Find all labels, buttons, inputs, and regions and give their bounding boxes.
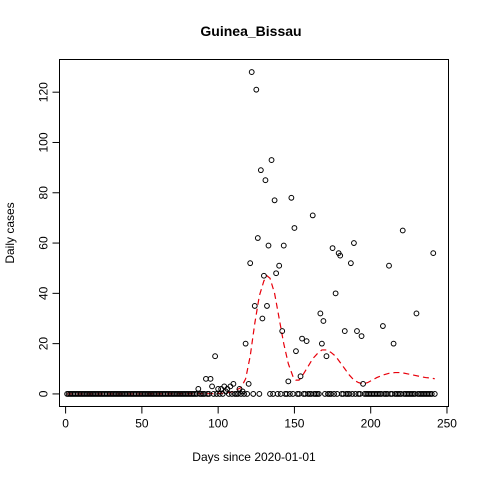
data-point xyxy=(251,303,258,309)
data-point xyxy=(283,391,290,397)
y-tick-label: 120 xyxy=(37,82,51,102)
data-point xyxy=(209,383,215,390)
data-point xyxy=(303,338,310,345)
x-axis-label: Days since 2020-01-01 xyxy=(192,450,316,464)
data-point xyxy=(259,315,266,322)
data-point xyxy=(346,391,353,397)
y-tick-label: 60 xyxy=(37,236,51,250)
data-point xyxy=(245,380,252,387)
y-axis: 0 20 40 60 80 100 120 xyxy=(37,82,60,397)
data-point xyxy=(329,245,336,251)
data-point xyxy=(271,197,278,204)
x-tick-label: 50 xyxy=(135,417,149,431)
data-point xyxy=(428,391,435,397)
data-point xyxy=(354,328,360,334)
data-point xyxy=(274,391,281,397)
data-point xyxy=(351,240,357,246)
data-point xyxy=(430,250,437,257)
data-point xyxy=(256,391,263,397)
y-tick-label: 0 xyxy=(37,390,51,397)
data-point xyxy=(254,235,261,241)
data-point xyxy=(331,391,337,397)
data-point xyxy=(299,335,305,342)
data-point xyxy=(328,391,334,397)
x-tick-label: 200 xyxy=(361,417,381,431)
data-point xyxy=(349,391,356,397)
data-point xyxy=(280,242,287,249)
data-point xyxy=(265,242,272,249)
data-point xyxy=(264,303,270,309)
points-layer xyxy=(64,69,438,397)
data-point xyxy=(341,328,348,334)
data-point xyxy=(332,290,339,297)
data-point xyxy=(399,227,406,234)
data-point xyxy=(431,391,438,397)
data-point xyxy=(286,391,293,397)
data-point xyxy=(250,391,257,397)
data-point xyxy=(413,310,420,317)
data-point xyxy=(320,318,327,324)
data-point xyxy=(225,391,232,397)
data-point xyxy=(215,386,222,392)
data-point xyxy=(380,323,386,329)
data-point xyxy=(216,391,223,397)
data-point xyxy=(207,375,214,382)
data-point xyxy=(257,167,264,174)
data-point xyxy=(230,380,237,387)
data-point xyxy=(288,194,295,201)
data-point xyxy=(267,391,273,397)
data-point xyxy=(261,272,267,279)
data-point xyxy=(285,378,292,385)
x-tick-label: 250 xyxy=(437,417,457,431)
data-point xyxy=(212,353,219,360)
data-point xyxy=(248,69,255,75)
data-point xyxy=(309,212,316,219)
data-point xyxy=(293,348,299,355)
x-tick-label: 0 xyxy=(62,417,69,431)
trend-layer xyxy=(67,274,435,395)
data-point xyxy=(297,373,304,380)
data-point xyxy=(241,391,247,397)
y-tick-label: 80 xyxy=(37,186,51,200)
data-point xyxy=(195,386,202,392)
data-point xyxy=(253,86,260,93)
chart-title: Guinea_Bissau xyxy=(200,23,301,39)
y-axis-label: Daily cases xyxy=(3,202,17,263)
data-point xyxy=(235,391,241,397)
data-point xyxy=(390,340,397,347)
data-point xyxy=(291,225,298,231)
x-axis: 0 50 100 150 200 250 xyxy=(62,406,457,431)
data-point xyxy=(276,262,283,269)
y-tick-label: 40 xyxy=(37,286,51,300)
data-point xyxy=(323,353,330,360)
data-point xyxy=(262,177,269,184)
y-tick-label: 100 xyxy=(37,132,51,152)
data-point xyxy=(386,262,392,269)
data-point xyxy=(315,391,322,397)
data-point xyxy=(347,260,354,267)
data-point xyxy=(290,391,296,397)
data-point xyxy=(210,391,217,397)
y-tick-label: 20 xyxy=(37,337,51,351)
data-point xyxy=(247,260,254,267)
data-point xyxy=(268,157,275,163)
x-tick-label: 100 xyxy=(208,417,228,431)
data-point xyxy=(317,310,324,317)
data-point xyxy=(318,340,325,347)
data-point xyxy=(279,328,286,334)
data-point xyxy=(273,270,280,277)
x-tick-label: 150 xyxy=(284,417,304,431)
data-point xyxy=(358,333,365,339)
data-point xyxy=(242,340,249,347)
data-point xyxy=(337,252,344,259)
plot-frame xyxy=(59,59,449,407)
data-point xyxy=(213,391,220,397)
data-point xyxy=(360,380,366,387)
trend-line xyxy=(67,274,435,395)
data-point xyxy=(244,391,251,397)
